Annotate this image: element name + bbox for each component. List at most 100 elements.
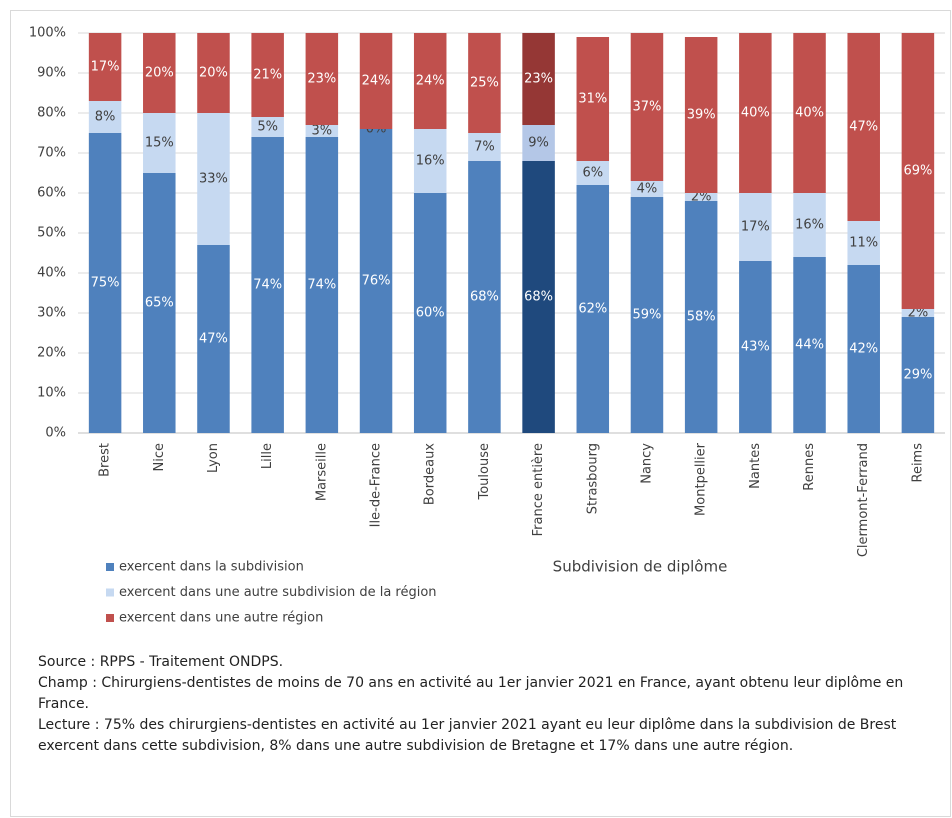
bar-segment [522,33,555,125]
bar-segment [684,193,718,201]
data-label: 39% [687,108,716,123]
x-tick-label: Toulouse [477,443,492,501]
data-label: 33% [199,172,228,187]
y-tick-label: 20% [37,346,66,361]
x-tick-label: Lyon [206,443,221,473]
bar-segment [576,161,610,185]
bar-segment [413,193,447,433]
bar-segment [197,113,230,245]
bar-segment [847,33,880,221]
y-tick-label: 10% [37,386,66,401]
data-label: 59% [633,308,662,323]
data-label: 23% [524,72,553,87]
bar-segment [901,33,935,309]
x-tick-label: Nice [152,443,167,471]
bar-segment [305,125,339,137]
bar-segment [684,201,718,433]
data-label: 4% [637,182,658,197]
y-tick-label: 60% [37,186,66,201]
y-tick-label: 90% [37,66,66,81]
note: Lecture : 75% des chirurgiens-dentistes … [38,717,897,754]
x-tick-label: Clermont-Ferrand [856,443,871,557]
data-label: 37% [633,100,662,115]
bar-segment [576,185,610,433]
note: Source : RPPS - Traitement ONDPS. [38,654,284,670]
x-tick-label: Lille [260,443,275,469]
x-tick-label: Rennes [802,443,817,491]
bar-segment [88,33,122,101]
data-label: 24% [362,74,391,89]
data-label: 8% [95,110,116,125]
y-tick-label: 0% [45,426,66,441]
data-label: 20% [145,66,174,81]
bar-segment [251,137,284,433]
data-label: 2% [908,306,929,321]
data-label: 69% [903,164,932,179]
bar-segment [630,181,664,197]
data-label: 75% [91,276,120,291]
data-label: 29% [903,368,932,383]
x-tick-label: Montpellier [694,442,709,516]
bar-segment [468,33,501,133]
x-tick-label: Marseille [314,443,329,501]
bar-segment [305,137,339,433]
data-label: 23% [307,72,336,87]
data-label: 16% [795,218,824,233]
bar-segment [305,33,339,125]
bar-segment [739,193,772,261]
bar-segment [359,129,393,433]
legend-label: exercent dans une autre région [119,611,323,626]
data-label: 74% [307,278,336,293]
bar-segment [197,33,230,113]
bar-segment [251,33,284,117]
bar-segment [739,33,772,193]
data-label: 17% [741,220,770,235]
data-label: 31% [578,92,607,107]
bar-segment [88,101,122,133]
x-tick-label: Reims [910,443,925,483]
bar-segment [847,221,880,265]
bar-segment [793,193,826,257]
bar-segment [413,33,447,129]
data-label: 15% [145,136,174,151]
data-label: 24% [416,74,445,89]
bar-segment [143,33,176,113]
bar-segment [793,257,826,433]
x-tick-label: Nantes [748,443,763,489]
bar-segment [143,173,176,433]
bar-segment [630,197,664,433]
data-label: 43% [741,340,770,355]
y-tick-label: 30% [37,306,66,321]
data-label: 25% [470,76,499,91]
bar-segment [143,113,176,173]
data-label: 76% [362,274,391,289]
bar-segment [793,33,826,193]
bar-segment [901,309,935,317]
legend-label: exercent dans une autre subdivision de l… [119,585,437,600]
x-tick-label: Brest [98,443,113,477]
data-label: 65% [145,296,174,311]
bar-segment [522,161,555,433]
data-label: 20% [199,66,228,81]
bar-segment [630,33,664,181]
frame [10,10,951,817]
x-tick-label: Bordeaux [423,443,438,505]
data-label: 11% [849,236,878,251]
data-label: 7% [474,140,495,155]
data-label: 40% [741,106,770,121]
data-label: 9% [528,136,549,151]
x-tick-label: France entière [531,443,546,536]
bar-segment [413,129,447,193]
data-label: 3% [312,124,333,139]
y-tick-label: 80% [37,106,66,121]
bar-segment [88,133,122,433]
y-tick-label: 40% [37,266,66,281]
data-label: 68% [470,290,499,305]
data-label: 16% [416,154,445,169]
bar-segment [847,265,880,433]
bar-segment [576,37,610,161]
data-label: 74% [253,278,282,293]
legend-label: exercent dans la subdivision [119,560,304,575]
bar-segment [197,245,230,433]
